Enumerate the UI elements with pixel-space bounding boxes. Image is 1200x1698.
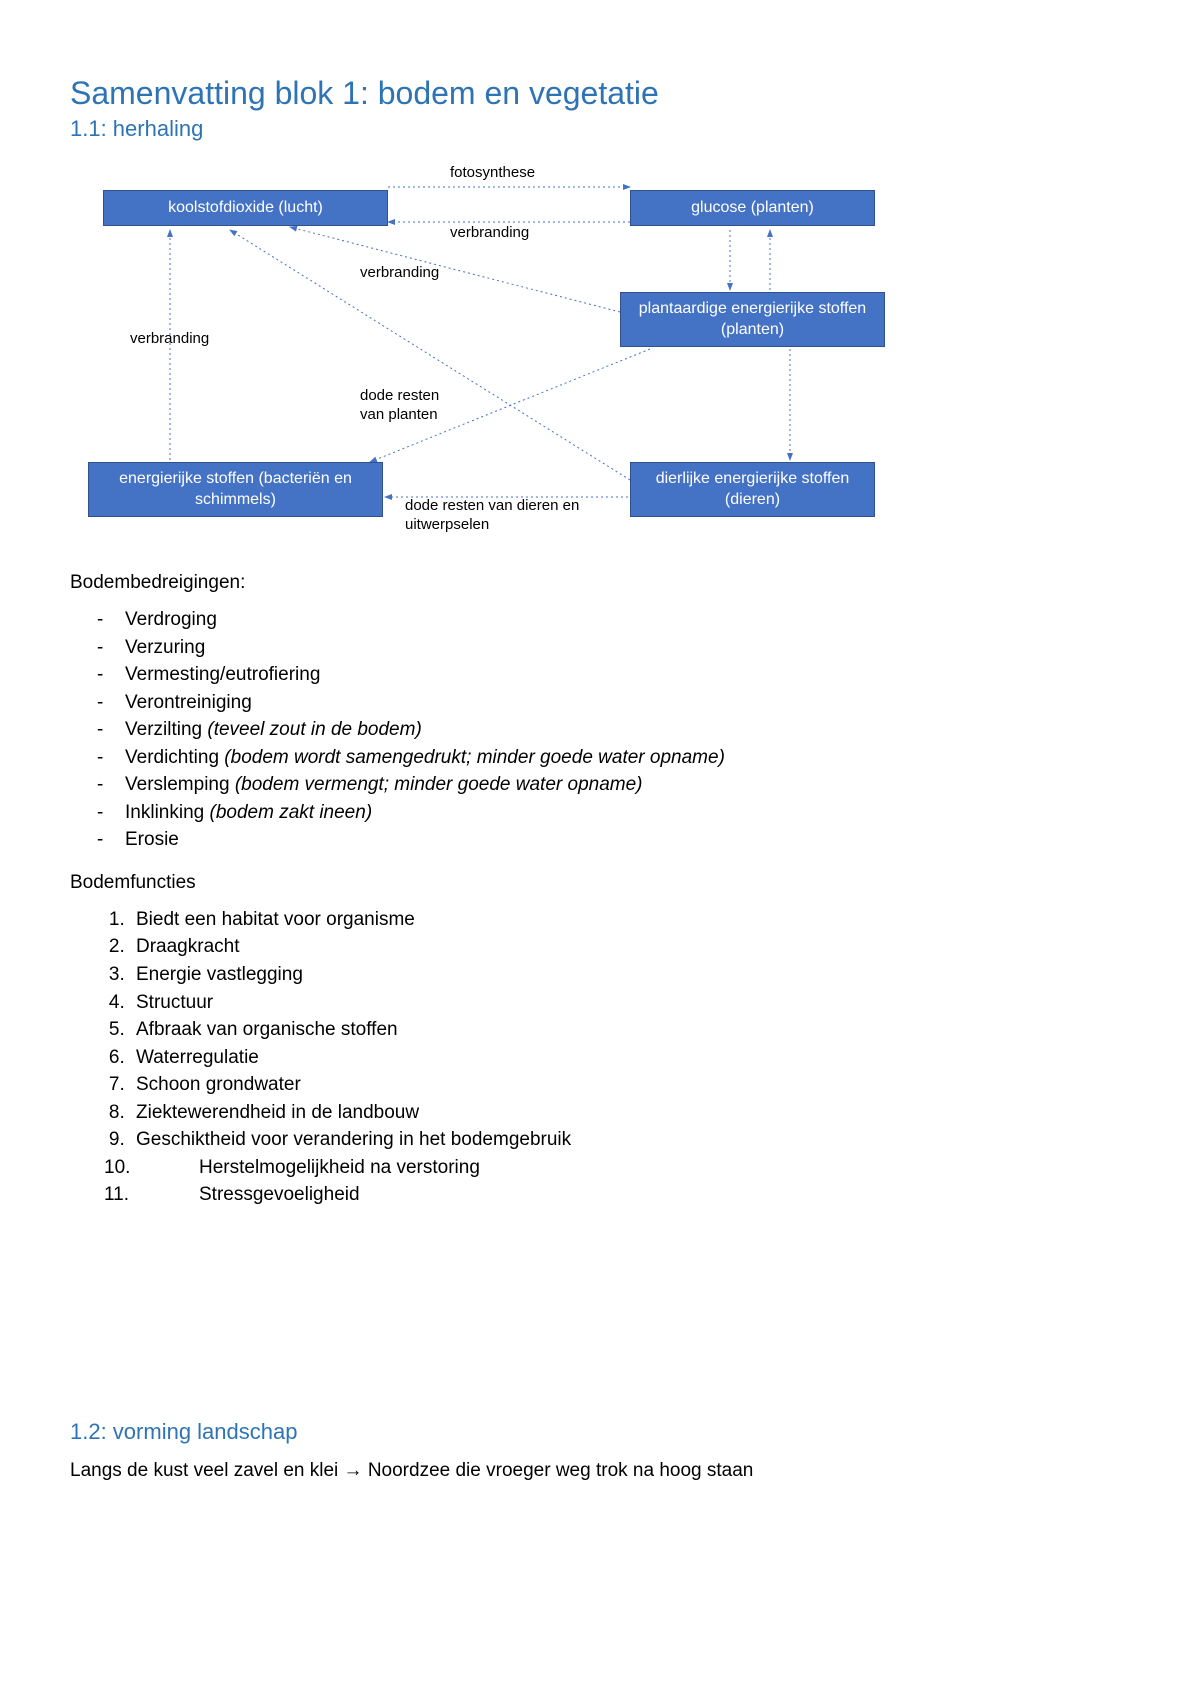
diagram-label-verbranding2: verbranding (360, 264, 439, 283)
diagram-label-verbranding3: verbranding (130, 330, 209, 349)
diagram-label-verbranding1: verbranding (450, 224, 529, 243)
section-1-2-body: Langs de kust veel zavel en klei → Noord… (70, 1457, 1130, 1485)
threat-text: Verdichting (125, 747, 224, 768)
diagram-node-bact: energierijke stoffen (bacteriën en schim… (88, 462, 383, 517)
function-item: Structuur (130, 989, 1130, 1017)
function-number: 10. (104, 1154, 199, 1182)
diagram-label-doderesten1: dode restenvan planten (360, 387, 439, 425)
section-1-2-heading: 1.2: vorming landschap (70, 1419, 1130, 1445)
threat-item: Verdichting (bodem wordt samengedrukt; m… (125, 744, 1130, 772)
threat-item: Verslemping (bodem vermengt; minder goed… (125, 771, 1130, 799)
function-item: Biedt een habitat voor organisme (130, 906, 1130, 934)
threat-note: (bodem vermengt; minder goede water opna… (235, 774, 643, 795)
diagram-label-doderesten2: dode resten van dieren en uitwerpselen (405, 497, 625, 535)
diagram-label-fotosynthese: fotosynthese (450, 164, 535, 183)
threats-list: Verdroging Verzuring Vermesting/eutrofieri… (70, 606, 1130, 854)
threat-item: Inklinking (bodem zakt ineen) (125, 799, 1130, 827)
function-item: Energie vastlegging (130, 961, 1130, 989)
function-item: Draagkracht (130, 933, 1130, 961)
diagram-node-glucose: glucose (planten) (630, 190, 875, 226)
threat-text: Erosie (125, 829, 179, 850)
function-number: 11. (104, 1181, 199, 1209)
functions-heading: Bodemfuncties (70, 872, 1130, 894)
threat-text: Verzuring (125, 637, 205, 658)
function-item: 11.Stressgevoeligheid (98, 1181, 1130, 1209)
threats-heading: Bodembedreigingen: (70, 572, 1130, 594)
threat-item: Verontreiniging (125, 689, 1130, 717)
diagram-node-co2: koolstofdioxide (lucht) (103, 190, 388, 226)
threat-text: Verslemping (125, 774, 235, 795)
function-text: Stressgevoeligheid (199, 1184, 360, 1205)
function-item: 10.Herstelmogelijkheid na verstoring (98, 1154, 1130, 1182)
function-item: Schoon grondwater (130, 1071, 1130, 1099)
threat-item: Verdroging (125, 606, 1130, 634)
threat-text: Verontreiniging (125, 692, 252, 713)
section-1-1-heading: 1.1: herhaling (70, 116, 1130, 142)
function-item: Geschiktheid voor verandering in het bod… (130, 1126, 1130, 1154)
functions-list: Biedt een habitat voor organismeDraagkra… (70, 906, 1130, 1209)
threat-note: (bodem zakt ineen) (210, 802, 373, 823)
function-item: Waterregulatie (130, 1044, 1130, 1072)
threat-text: Inklinking (125, 802, 210, 823)
threat-item: Erosie (125, 826, 1130, 854)
diagram-node-animal: dierlijke energierijke stoffen (dieren) (630, 462, 875, 517)
threat-note: (bodem wordt samengedrukt; minder goede … (224, 747, 725, 768)
function-text: Herstelmogelijkheid na verstoring (199, 1157, 480, 1178)
function-item: Ziektewerendheid in de landbouw (130, 1099, 1130, 1127)
threat-note: (teveel zout in de bodem) (207, 719, 421, 740)
threat-text: Verzilting (125, 719, 207, 740)
threat-text: Vermesting/eutrofiering (125, 664, 320, 685)
page-title: Samenvatting blok 1: bodem en vegetatie (70, 75, 1130, 112)
diagram-node-plant: plantaardige energierijke stoffen (plant… (620, 292, 885, 347)
cycle-diagram: koolstofdioxide (lucht) glucose (planten)… (70, 162, 1020, 542)
function-item: Afbraak van organische stoffen (130, 1016, 1130, 1044)
threat-item: Verzuring (125, 634, 1130, 662)
threat-item: Verzilting (teveel zout in de bodem) (125, 716, 1130, 744)
threat-text: Verdroging (125, 609, 217, 630)
threat-item: Vermesting/eutrofiering (125, 661, 1130, 689)
